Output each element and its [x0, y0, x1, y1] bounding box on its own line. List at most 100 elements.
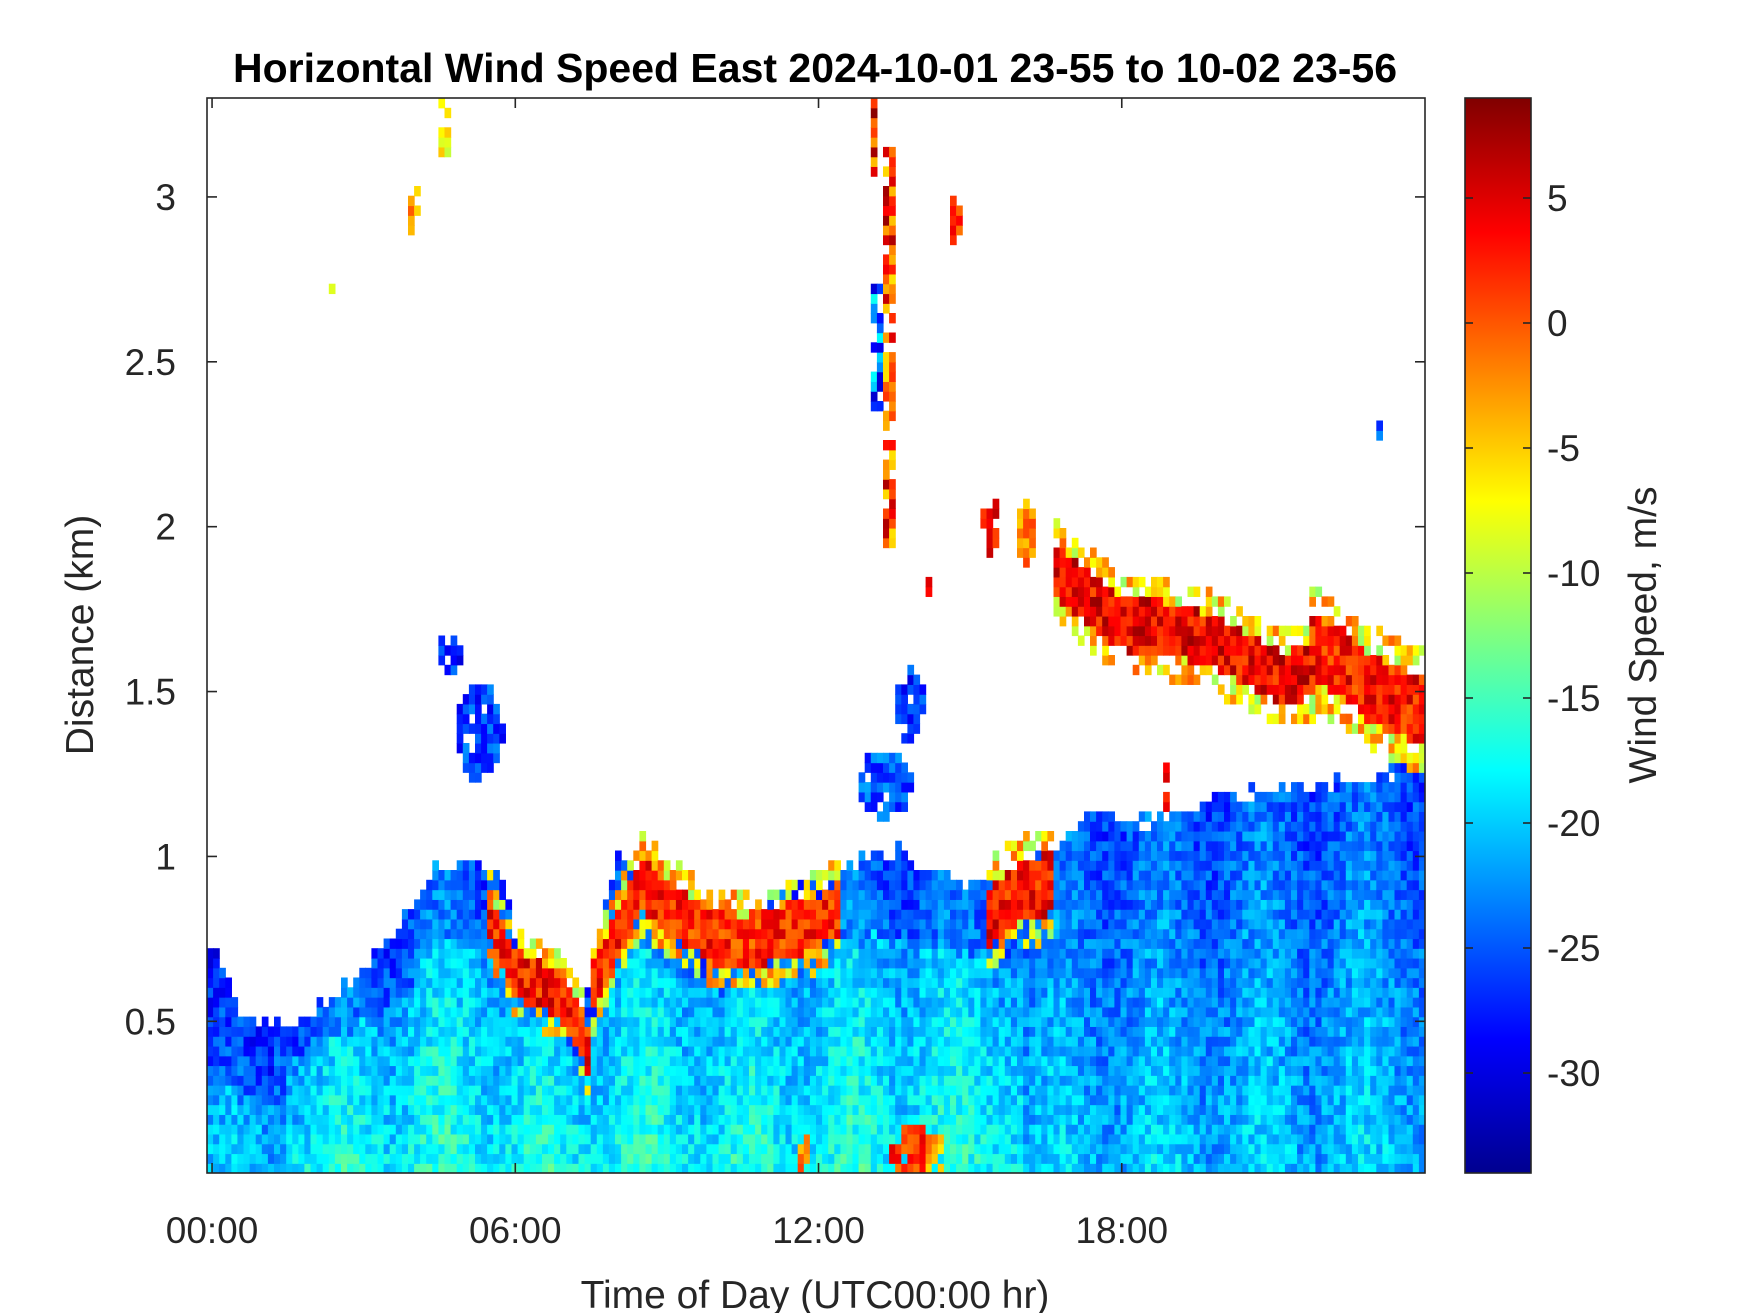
heatmap-cell [1084, 850, 1091, 861]
heatmap-cell [688, 928, 695, 940]
heatmap-cell [456, 889, 464, 900]
heatmap-cell [785, 928, 793, 940]
heatmap-cell [1065, 850, 1073, 861]
heatmap-cell [1157, 1046, 1164, 1057]
heatmap-cell [481, 948, 488, 959]
heatmap-cell [1084, 567, 1091, 578]
heatmap-cell [742, 1016, 750, 1027]
heatmap-cell [608, 1006, 616, 1018]
heatmap-cell [767, 1094, 774, 1106]
heatmap-cell [980, 928, 988, 940]
heatmap-cell [736, 1036, 744, 1047]
heatmap-cell [901, 1124, 908, 1135]
heatmap-cell [341, 1094, 348, 1106]
heatmap-cell [1144, 997, 1152, 1008]
heatmap-cell [499, 889, 506, 900]
heatmap-cell [974, 879, 981, 891]
heatmap-cell [1144, 918, 1152, 930]
heatmap-cell [962, 1026, 969, 1037]
heatmap-cell [608, 948, 616, 959]
heatmap-cell [755, 1006, 762, 1018]
heatmap-cell [286, 1085, 293, 1096]
heatmap-cell [481, 694, 488, 705]
heatmap-cell [937, 1133, 945, 1145]
heatmap-cell [517, 1124, 525, 1135]
heatmap-cell [956, 1114, 963, 1125]
heatmap-cell [1053, 860, 1061, 871]
heatmap-cell [383, 1006, 391, 1018]
heatmap-cell [1151, 1104, 1158, 1115]
heatmap-cell [907, 1114, 915, 1125]
heatmap-cell [395, 1104, 403, 1115]
heatmap-cell [554, 997, 561, 1008]
heatmap-cell [645, 899, 653, 910]
heatmap-cell [267, 1163, 275, 1173]
heatmap-cell [1102, 567, 1109, 578]
heatmap-cell [1090, 860, 1097, 871]
heatmap-cell [809, 1026, 817, 1037]
heatmap-cell [883, 987, 890, 998]
heatmap-cell [773, 918, 781, 930]
heatmap-cell [316, 1163, 324, 1173]
heatmap-cell [718, 1114, 726, 1125]
heatmap-cell [761, 948, 768, 959]
heatmap-cell [1065, 576, 1073, 588]
heatmap-cell [645, 967, 653, 979]
heatmap-cell [858, 967, 866, 979]
heatmap-cell [1004, 840, 1012, 852]
heatmap-cell [304, 1124, 312, 1135]
heatmap-cell [578, 1143, 586, 1155]
heatmap-cell [883, 1036, 890, 1047]
heatmap-cell [554, 1114, 561, 1125]
heatmap-cell [560, 1046, 567, 1057]
heatmap-cell [1126, 1055, 1134, 1067]
heatmap-cell [876, 313, 884, 324]
heatmap-cell [523, 1133, 531, 1145]
heatmap-cell [383, 948, 391, 959]
heatmap-cell [889, 313, 896, 324]
heatmap-cell [1132, 928, 1140, 940]
heatmap-cell [468, 723, 476, 734]
heatmap-cell [1120, 625, 1128, 637]
heatmap-cell [1163, 928, 1170, 940]
heatmap-cell [304, 1046, 312, 1057]
heatmap-cell [822, 948, 829, 959]
heatmap-cell [1102, 948, 1109, 959]
heatmap-cell [517, 1016, 525, 1027]
heatmap-cell [889, 156, 896, 167]
heatmap-cell [1114, 997, 1122, 1008]
heatmap-cell [1041, 870, 1048, 881]
heatmap-cell [456, 967, 464, 979]
heatmap-cell [931, 1026, 939, 1037]
heatmap-cell [767, 899, 774, 910]
heatmap-cell [487, 879, 494, 891]
heatmap-cell [499, 1016, 506, 1027]
heatmap-cell [1010, 1055, 1018, 1067]
heatmap-cell [401, 1055, 409, 1067]
heatmap-cell [1090, 1133, 1097, 1145]
heatmap-cell [517, 948, 525, 959]
heatmap-cell [651, 1016, 659, 1027]
heatmap-cell [889, 1133, 896, 1145]
heatmap-cell [1108, 948, 1115, 959]
heatmap-cell [840, 928, 848, 940]
heatmap-cell [456, 870, 464, 881]
heatmap-cell [535, 1163, 543, 1173]
heatmap-cell [809, 889, 817, 900]
heatmap-cell [1035, 1006, 1042, 1018]
heatmap-cell [919, 918, 927, 930]
heatmap-cell [487, 918, 494, 930]
heatmap-cell [931, 987, 939, 998]
heatmap-cell [1151, 1094, 1158, 1106]
heatmap-cell [1004, 870, 1012, 881]
heatmap-cell [304, 1143, 312, 1155]
heatmap-cell [371, 1094, 379, 1106]
heatmap-cell [980, 977, 988, 988]
heatmap-cell [542, 1104, 549, 1115]
heatmap-cell [651, 1055, 659, 1067]
heatmap-cell [590, 997, 598, 1008]
heatmap-cell [822, 1006, 829, 1018]
heatmap-cell [1132, 1133, 1140, 1145]
heatmap-cell [645, 987, 653, 998]
heatmap-cell [1035, 1094, 1042, 1106]
